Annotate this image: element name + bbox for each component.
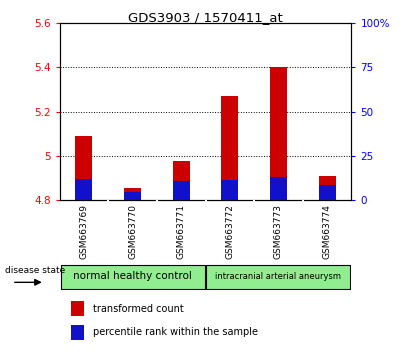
Text: GSM663774: GSM663774 [323,204,332,259]
Bar [270,177,287,200]
Bar [319,185,336,200]
FancyBboxPatch shape [206,265,351,289]
Text: GSM663771: GSM663771 [177,204,186,259]
Text: normal healthy control: normal healthy control [73,272,192,281]
Bar [75,136,92,200]
Text: percentile rank within the sample: percentile rank within the sample [93,327,258,337]
Text: GSM663769: GSM663769 [79,204,88,259]
Bar [124,192,141,200]
Bar [124,188,141,200]
Text: GSM663772: GSM663772 [225,204,234,259]
Bar [71,301,84,316]
Text: disease state: disease state [5,266,65,275]
Text: transformed count: transformed count [93,303,184,314]
Bar [75,179,92,200]
Text: GSM663770: GSM663770 [128,204,137,259]
Bar [173,161,190,200]
Bar [173,181,190,200]
Bar [221,96,238,200]
Text: intracranial arterial aneurysm: intracranial arterial aneurysm [215,272,342,281]
Bar [71,325,84,340]
Text: GSM663773: GSM663773 [274,204,283,259]
Bar [319,176,336,200]
Bar [221,180,238,200]
Bar [270,67,287,200]
Text: GDS3903 / 1570411_at: GDS3903 / 1570411_at [128,11,283,24]
FancyBboxPatch shape [60,265,205,289]
